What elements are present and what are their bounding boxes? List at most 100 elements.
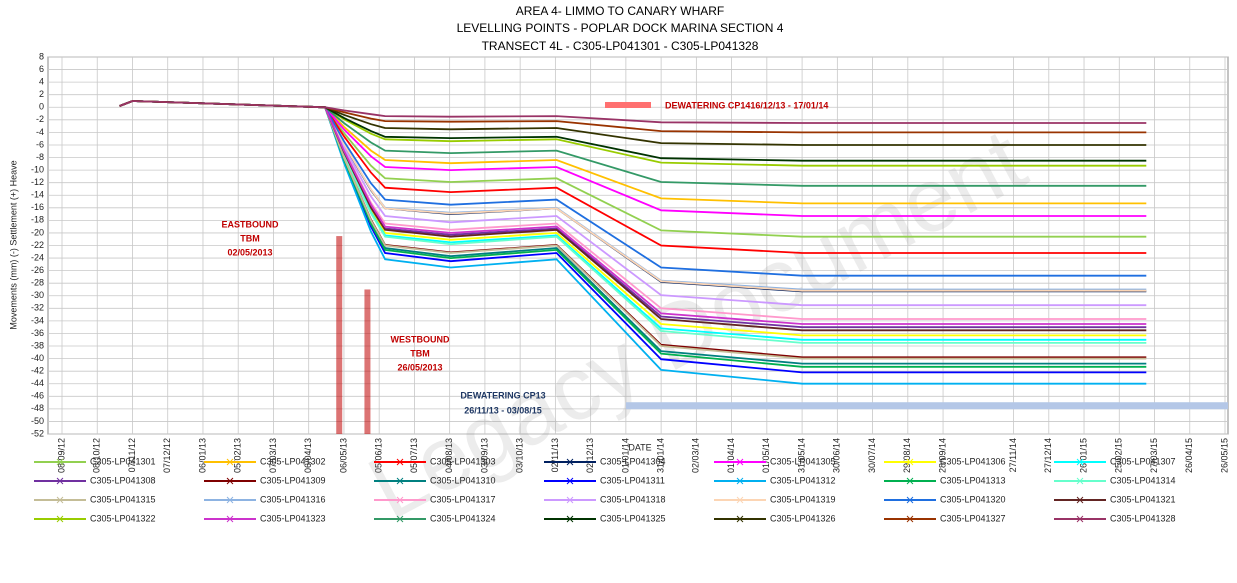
x-tick-label: 08/09/12 — [56, 438, 66, 473]
y-tick-label: -20 — [31, 227, 44, 237]
event-label: EASTBOUND — [221, 219, 279, 229]
x-tick-label: 30/06/14 — [832, 438, 842, 473]
legend-label: C305-LP041312 — [770, 475, 836, 485]
legend-marker — [226, 496, 234, 504]
legend-label: C305-LP041328 — [1110, 513, 1176, 523]
event-label: TBM — [410, 348, 430, 358]
legend-marker — [56, 496, 64, 504]
legend-marker — [226, 515, 234, 523]
y-tick-label: -6 — [36, 139, 44, 149]
y-tick-label: -44 — [31, 378, 44, 388]
y-tick-label: -18 — [31, 215, 44, 225]
y-tick-label: -22 — [31, 240, 44, 250]
legend-label: C305-LP041319 — [770, 494, 836, 504]
chart-title: AREA 4- LIMMO TO CANARY WHARF — [516, 4, 725, 18]
y-tick-label: -52 — [31, 428, 44, 438]
x-tick-label: 31/01/14 — [655, 438, 665, 473]
x-tick-label: 26/05/15 — [1219, 438, 1229, 473]
x-tick-label: 05/07/13 — [409, 438, 419, 473]
y-tick-label: -4 — [36, 127, 44, 137]
dewatering-band — [625, 402, 1228, 410]
chart-title: TRANSECT 4L - C305-LP041301 - C305-LP041… — [482, 39, 759, 53]
y-tick-label: -28 — [31, 278, 44, 288]
x-tick-label: 03/09/13 — [479, 438, 489, 473]
series-line — [119, 100, 1147, 124]
y-tick-label: -2 — [36, 114, 44, 124]
legend-marker — [906, 477, 914, 485]
legend-label: C305-LP041303 — [430, 456, 496, 466]
legend-marker — [566, 496, 574, 504]
legend-marker — [1076, 477, 1084, 485]
y-tick-label: -8 — [36, 152, 44, 162]
band-label: 26/11/13 - 03/08/15 — [464, 405, 542, 415]
x-tick-label: 05/02/13 — [233, 438, 243, 473]
y-tick-label: -16 — [31, 202, 44, 212]
y-tick-label: -14 — [31, 190, 44, 200]
legend-label: C305-LP041309 — [260, 475, 326, 485]
y-tick-label: -38 — [31, 340, 44, 350]
y-tick-label: -26 — [31, 265, 44, 275]
legend-label: C305-LP041310 — [430, 475, 496, 485]
legend-marker — [396, 477, 404, 485]
legend-label: C305-LP041304 — [600, 456, 666, 466]
legend-label: C305-LP041327 — [940, 513, 1006, 523]
legend-marker — [226, 458, 234, 466]
x-tick-label: 06/05/13 — [338, 438, 348, 473]
x-tick-label: 27/11/14 — [1008, 438, 1018, 472]
y-tick-label: -42 — [31, 366, 44, 376]
chart-title: LEVELLING POINTS - POPLAR DOCK MARINA SE… — [457, 21, 784, 35]
legend-marker — [736, 496, 744, 504]
x-tick-label: 02/11/13 — [550, 438, 560, 472]
y-tick-label: -12 — [31, 177, 44, 187]
legend-marker — [226, 477, 234, 485]
x-tick-label: 31/05/14 — [796, 438, 806, 473]
y-tick-label: 4 — [39, 77, 44, 87]
legend-label: C305-LP041325 — [600, 513, 666, 523]
x-tick-label: 06/01/13 — [197, 438, 207, 473]
y-tick-label: 8 — [39, 51, 44, 61]
x-axis-label: DATE — [628, 442, 651, 452]
legend-marker — [396, 515, 404, 523]
x-tick-label: 05/06/13 — [374, 438, 384, 473]
y-tick-label: -40 — [31, 353, 44, 363]
legend-marker — [396, 458, 404, 466]
x-tick-label: 29/08/14 — [902, 438, 912, 473]
y-tick-label: -30 — [31, 290, 44, 300]
legend-label: C305-LP041320 — [940, 494, 1006, 504]
event-bar — [336, 236, 343, 434]
x-tick-label: 03/10/13 — [515, 438, 525, 473]
legend-marker — [736, 477, 744, 485]
legend-marker — [396, 496, 404, 504]
legend-marker — [906, 458, 914, 466]
legend-marker — [906, 515, 914, 523]
legend-marker — [566, 515, 574, 523]
legend-marker — [736, 515, 744, 523]
legend-marker — [566, 458, 574, 466]
legend-marker — [56, 477, 64, 485]
y-tick-label: 6 — [39, 64, 44, 74]
x-tick-label: 01/04/14 — [726, 438, 736, 473]
x-tick-label: 25/02/15 — [1114, 438, 1124, 473]
y-tick-label: -48 — [31, 403, 44, 413]
legend-label: C305-LP041307 — [1110, 456, 1176, 466]
x-tick-label: 02/12/13 — [585, 438, 595, 473]
legend-label: C305-LP041302 — [260, 456, 326, 466]
legend-marker — [1076, 496, 1084, 504]
x-tick-label: 06/04/13 — [303, 438, 313, 473]
event-label: TBM — [240, 233, 260, 243]
legend-label: C305-LP041322 — [90, 513, 156, 523]
legend-label: C305-LP041318 — [600, 494, 666, 504]
x-tick-label: 01/01/14 — [620, 438, 630, 473]
legend-label: C305-LP041317 — [430, 494, 496, 504]
legend-label: C305-LP041301 — [90, 456, 156, 466]
x-tick-label: 04/08/13 — [444, 438, 454, 473]
legend-label: C305-LP041306 — [940, 456, 1006, 466]
legend-marker — [736, 458, 744, 466]
legend-marker — [1076, 458, 1084, 466]
x-tick-label: 07/03/13 — [268, 438, 278, 473]
legend-marker — [566, 477, 574, 485]
x-tick-label: 30/07/14 — [867, 438, 877, 473]
x-tick-label: 02/03/14 — [691, 438, 701, 473]
y-tick-label: 2 — [39, 89, 44, 99]
legend-label: C305-LP041314 — [1110, 475, 1176, 485]
